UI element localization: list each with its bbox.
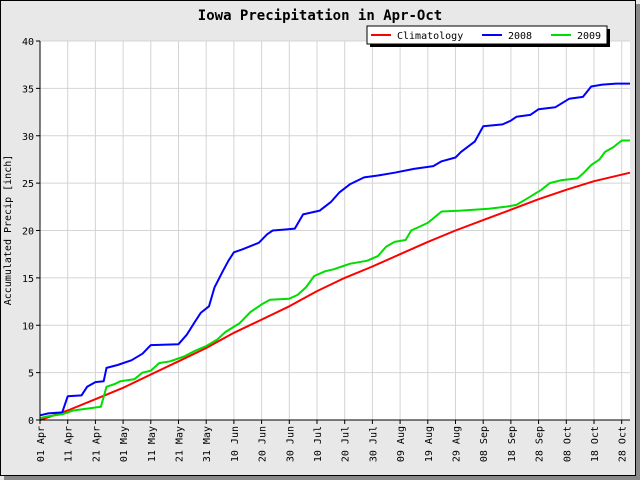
y-tick-label: 5 — [28, 369, 34, 380]
x-tick-label: 01 May — [119, 426, 130, 462]
series-line-2009 — [39, 139, 630, 420]
x-tick-label: 11 Apr — [64, 426, 75, 462]
y-tick-label: 0 — [28, 416, 34, 427]
y-tick-label: 35 — [22, 84, 34, 95]
x-tick-label: 10 Jul — [313, 426, 324, 462]
x-tick-label: 28 Oct — [618, 426, 629, 462]
x-tick-label: 11 May — [147, 426, 158, 462]
x-tick-label: 08 Sep — [479, 426, 490, 462]
legend-label-2009: 2009 — [577, 31, 601, 42]
y-tick-label: 10 — [22, 321, 34, 332]
y-axis-label: Accumulated Precip [inch] — [3, 155, 14, 306]
y-tick-label: 20 — [22, 227, 34, 238]
x-tick-label: 10 Jun — [230, 426, 241, 462]
x-tick-label: 20 Jul — [341, 426, 352, 462]
y-tick-label: 30 — [22, 132, 34, 143]
x-tick-label: 29 Aug — [451, 426, 462, 462]
y-tick-label: 25 — [22, 179, 34, 190]
y-tick-label: 40 — [22, 37, 34, 48]
legend-label-2008: 2008 — [508, 31, 532, 42]
series-line-climatology — [39, 171, 631, 421]
x-tick-label: 08 Oct — [562, 426, 573, 462]
x-tick-label: 31 May — [202, 426, 213, 462]
x-tick-label: 28 Sep — [535, 426, 546, 462]
legend-label-climatology: Climatology — [397, 31, 463, 42]
x-tick-label: 01 Apr — [36, 426, 47, 462]
x-tick-label: 30 Jul — [368, 426, 379, 462]
chart-title: Iowa Precipitation in Apr-Oct — [198, 8, 442, 24]
frame-shadow-bottom — [4, 476, 640, 480]
frame-shadow-right — [636, 4, 640, 480]
x-tick-label: 09 Aug — [396, 426, 407, 462]
series-line-2008 — [39, 82, 630, 417]
y-tick-label: 15 — [22, 274, 34, 285]
x-tick-label: 18 Sep — [507, 426, 518, 462]
legend: Climatology 2008 2009 — [366, 25, 610, 47]
x-tick-label: 19 Aug — [424, 426, 435, 462]
x-tick-label: 30 Jun — [285, 426, 296, 462]
x-tick-label: 18 Oct — [590, 426, 601, 462]
x-tick-label: 21 Apr — [91, 426, 102, 462]
x-tick-label: 21 May — [174, 426, 185, 462]
x-tick-label: 20 Jun — [258, 426, 269, 462]
